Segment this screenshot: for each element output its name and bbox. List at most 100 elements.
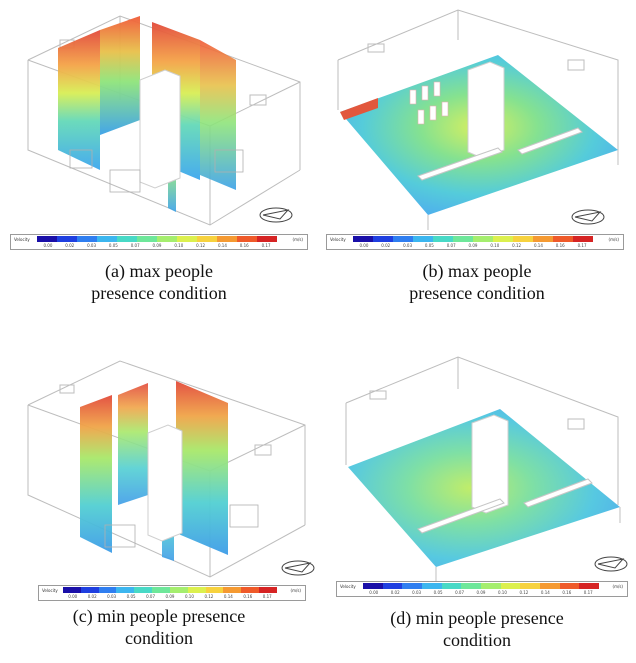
legend-swatch (402, 583, 423, 589)
legend-swatch (134, 587, 153, 593)
legend-swatch (520, 583, 541, 589)
legend-tick-label: 0.02 (390, 590, 400, 595)
legend-swatch (413, 236, 433, 242)
legend-ticks: 0.00 0.02 0.03 0.05 0.07 0.09 0.10 0.12 0.14 0.16… (363, 590, 599, 595)
panel-a-orientation-icon (259, 207, 293, 223)
legend-tick-label: 0.16 (243, 594, 253, 599)
legend-swatch (500, 583, 521, 589)
legend-swatch (77, 236, 97, 242)
legend-tick-label: 0.00 (359, 243, 369, 248)
legend-tick-label: 0.03 (87, 243, 96, 248)
legend-unit: (m/s) (608, 237, 619, 242)
legend-tick-label: 0.09 (165, 594, 175, 599)
legend-swatch (363, 583, 383, 589)
legend-tick-label: 0.05 (424, 243, 434, 248)
panel-c-caption: (c) min people presence condition (72, 606, 246, 648)
legend-tick-label: 0.12 (519, 590, 529, 595)
legend-swatch (481, 583, 501, 589)
legend-tick-label: 0.09 (152, 243, 162, 248)
legend-swatch (37, 236, 57, 242)
legend-swatch (493, 236, 513, 242)
legend-swatch (63, 587, 81, 593)
legend-tick-label: 0.03 (412, 590, 422, 595)
legend-unit: (m/s) (612, 584, 623, 589)
legend-tick-label: 0.03 (403, 243, 412, 248)
legend-swatch (559, 583, 580, 589)
legend-ticks: 0.00 0.02 0.03 0.05 0.07 0.09 0.10 0.12 0.14 0.16… (353, 243, 593, 248)
legend-tick-label: 0.09 (468, 243, 478, 248)
panel-a-velocity-legend: Velocity 0.00 0.02 0.03 0.05 0.07 0.09 0.10 0.1… (10, 234, 308, 250)
legend-swatch (223, 587, 242, 593)
panel-b-orientation-icon (571, 209, 605, 225)
legend-tick-label: 0.12 (196, 243, 206, 248)
legend-swatch (579, 583, 600, 589)
panel-d: Velocity 0.00 0.02 0.03 0.05 0.07 0.09 0.10 0.1… (318, 345, 636, 663)
legend-tick-label: 0.07 (446, 243, 456, 248)
legend-label: Velocity (330, 237, 346, 242)
legend-swatch (98, 587, 117, 593)
legend-tick-label: 0.14 (223, 594, 233, 599)
legend-tick-label: 0.16 (562, 590, 572, 595)
legend-tick-label: 0.07 (130, 243, 140, 248)
legend-tick-label: 0.12 (512, 243, 522, 248)
legend-tick-label: 0.12 (204, 594, 214, 599)
panel-c: Velocity 0.00 0.02 0.03 0.05 0.07 0.09 0.10 0.1… (0, 345, 318, 663)
panel-c-velocity-legend: Velocity 0.00 0.02 0.03 0.05 0.07 0.09 0.10 0.1… (38, 585, 306, 601)
legend-swatch (257, 236, 277, 242)
panel-a-cfd-render (27, 15, 301, 226)
legend-swatch (157, 236, 177, 242)
legend-tick-label: 0.05 (433, 590, 443, 595)
legend-tick-label: 0.10 (184, 594, 194, 599)
legend-label: Velocity (14, 237, 30, 242)
legend-swatch (373, 236, 393, 242)
legend-tick-label: 0.10 (490, 243, 500, 248)
legend-swatch (237, 236, 257, 242)
panel-b-caption: (b) max people presence condition (409, 261, 545, 303)
panel-b: Velocity 0.00 0.02 0.03 0.05 0.07 0.09 0.10 0.1… (318, 0, 636, 320)
legend-unit: (m/s) (290, 588, 301, 593)
legend-swatch (205, 587, 224, 593)
legend-tick-label: 0.17 (577, 243, 587, 248)
legend-tick-label: 0.17 (583, 590, 593, 595)
legend-swatch (533, 236, 553, 242)
legend-colorbar (353, 236, 593, 242)
legend-tick-label: 0.10 (497, 590, 507, 595)
legend-swatch (97, 236, 117, 242)
legend-tick-label: 0.16 (239, 243, 249, 248)
legend-swatch (453, 236, 473, 242)
legend-swatch (187, 587, 206, 593)
legend-tick-label: 0.17 (262, 594, 272, 599)
legend-swatch (117, 236, 137, 242)
legend-swatch (259, 587, 277, 593)
legend-swatch (553, 236, 573, 242)
legend-swatch (422, 583, 442, 589)
legend-colorbar (363, 583, 600, 589)
legend-swatch (441, 583, 462, 589)
panel-d-cfd-render (345, 356, 621, 581)
legend-swatch (393, 236, 413, 242)
legend-tick-label: 0.02 (87, 594, 97, 599)
panel-d-caption: (d) min people presence condition (390, 608, 564, 650)
legend-swatch (137, 236, 157, 242)
legend-swatch (353, 236, 373, 242)
legend-swatch (57, 236, 77, 242)
legend-swatch (513, 236, 533, 242)
legend-tick-label: 0.07 (146, 594, 155, 599)
panel-c-orientation-icon (281, 560, 315, 576)
legend-swatch (241, 587, 260, 593)
legend-swatch (540, 583, 560, 589)
legend-colorbar (63, 587, 277, 593)
legend-tick-label: 0.02 (65, 243, 75, 248)
legend-swatch (382, 583, 403, 589)
panel-c-cfd-render (27, 360, 306, 578)
legend-colorbar (37, 236, 277, 242)
legend-swatch (152, 587, 170, 593)
legend-tick-label: 0.00 (43, 243, 53, 248)
legend-ticks: 0.00 0.02 0.03 0.05 0.07 0.09 0.10 0.12 0.14 0.16… (63, 594, 277, 599)
legend-tick-label: 0.16 (555, 243, 565, 248)
legend-swatch (197, 236, 217, 242)
legend-ticks: 0.00 0.02 0.03 0.05 0.07 0.09 0.10 0.12 0.14 0.16… (37, 243, 277, 248)
legend-label: Velocity (340, 584, 356, 589)
legend-swatch (433, 236, 453, 242)
legend-swatch (473, 236, 493, 242)
